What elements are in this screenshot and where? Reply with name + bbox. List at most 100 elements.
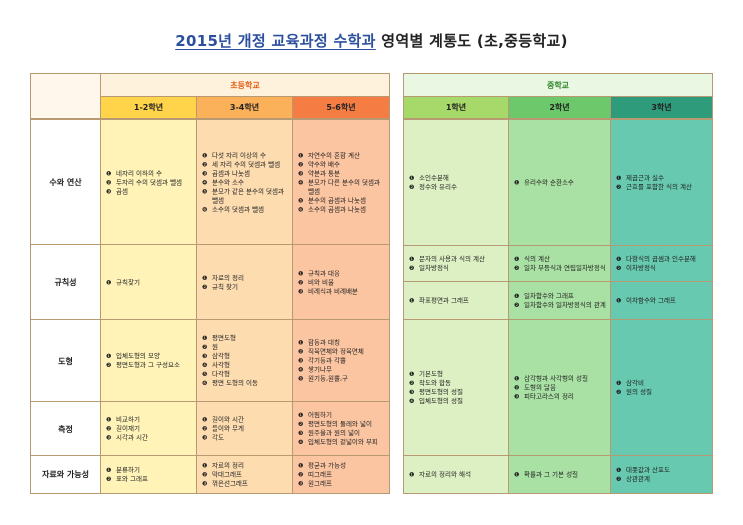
elem-cell-g12: ❶ 분류하기 ❷ 표와 그래프 [100,455,197,494]
mid-cell-pattern_top-m3: ❶ 다항식의 곱셈과 인수분해 ❷ 이차방정식 [610,245,713,282]
item-number: ❶ [514,292,520,300]
list-item: ❸ 시각과 시간 [106,434,194,443]
elem-cell-g34: ❶ 자료의 정리 ❷ 막대그래프 ❸ 꺾은선그래프 [196,455,293,494]
item-text: 제곱근과 실수 [626,173,664,182]
item-text: 띠그래프 [308,470,332,478]
item-text: 확률과 그 기본 성질 [524,470,579,478]
grade-3-4-header: 3-4학년 [196,96,293,119]
list-item: ❸ 약분과 통분 [298,169,387,178]
item-text: 소수의 덧셈과 뺄셈 [212,205,264,213]
mid-cell-pattern_bottom-m1: ❶ 좌표평면과 그래프 [403,281,509,320]
item-number: ❶ [298,462,304,469]
item-text: 소수의 곱셈과 나눗셈 [308,205,366,213]
cell-list: ❶ 문자의 사용과 식의 계산 ❷ 일차방정식 [409,255,506,273]
elem-cell-g56: ❶ 어림하기 ❷ 평면도형의 둘레와 넓이 ❸ 원주율과 원의 넓이 ❹ 입체도형의 겉넓이와… [292,401,390,457]
area-label: 규칙성 [30,244,101,321]
item-text: 도형의 닮음 [524,383,556,391]
item-number: ❶ [616,379,622,387]
item-number: ❸ [202,170,208,177]
cell-list: ❶ 합동과 대칭 ❷ 직육면체와 정육면체 ❸ 각기둥과 각뿔 ❹ 쌓기나무 ❺ 원기둥,원뿔,구 [298,339,387,384]
item-text: 평면도형 [212,334,236,342]
item-text: 일차 부등식과 연립일차방정식 [524,263,606,272]
item-number: ❶ [616,174,622,182]
cell-list: ❶ 비교하기 ❷ 길이재기 ❸ 시각과 시간 [106,416,194,443]
item-text: 비교하기 [116,415,140,424]
item-number: ❶ [409,370,415,378]
item-text: 평면도형의 성질 [419,387,463,396]
elem-cell-g34: ❶ 다섯 자리 이상의 수 ❷ 세 자리 수의 덧셈과 뺄셈 ❸ 곱셈과 나눗셈 ❹ 분수와 … [196,119,293,246]
list-item: ❹ 분수와 소수 [202,178,290,187]
elem-cell-g34: ❶ 길이와 시간 ❷ 들이와 무게 ❸ 각도 [196,401,293,457]
item-text: 네자리 이하의 수 [116,169,162,177]
item-number: ❷ [202,161,208,168]
list-item: ❷ 직육면체와 정육면체 [298,348,387,357]
list-item: ❶ 합동과 대칭 [298,339,387,348]
item-text: 다섯 자리 이상의 수 [212,151,267,159]
list-item: ❷ 근호를 포함한 식의 계산 [616,183,710,192]
item-number: ❶ [409,471,415,478]
cell-list: ❶ 기본도형 ❷ 작도와 합동 ❸ 평면도형의 성질 ❹ 입체도형의 성질 [409,370,506,406]
item-text: 시각과 시간 [116,433,148,442]
cell-list: ❶ 식의 계산 ❷ 일차 부등식과 연립일차방정식 [514,255,608,273]
cell-list: ❶ 소인수분해 ❷ 정수와 유리수 [409,174,506,192]
item-text: 분모가 같은 분수의 덧셈과 뺄셈 [212,187,284,204]
item-text: 세 자리 수의 덧셈과 뺄셈 [212,160,281,168]
item-number: ❶ [616,466,622,474]
item-text: 규칙찾기 [116,278,140,286]
mid-cell-geometry-m1: ❶ 기본도형 ❷ 작도와 합동 ❸ 평면도형의 성질 ❹ 입체도형의 성질 [403,319,509,456]
elem-cell-g12: ❶ 네자리 이하의 수 ❷ 두자리 수의 덧셈과 뺄셈 ❸ 곱셈 [100,119,197,246]
item-text: 자연수의 혼합 계산 [308,151,360,159]
elem-cell-g34: ❶ 자료의 정리 ❷ 규칙 찾기 [196,244,293,321]
list-item: ❶ 소인수분해 [409,174,506,183]
cell-list: ❶ 규칙과 대응 ❷ 비와 비율 ❸ 비례식과 비례배분 [298,269,387,296]
elem-cell-g12: ❶ 입체도형의 모양 ❷ 평면도형과 그 구성요소 [100,319,197,403]
item-number: ❷ [298,279,304,286]
list-item: ❷ 원의 성질 [616,388,710,397]
list-item: ❹ 분모가 다른 분수의 덧셈과 뺄셈 [298,178,387,196]
list-item: ❷ 길이재기 [106,425,194,434]
area-label: 측정 [30,401,101,457]
item-text: 원의 성질 [626,387,652,396]
item-number: ❷ [514,264,520,272]
item-text: 입체도형의 겉넓이와 부피 [308,438,378,446]
item-text: 유리수와 순환소수 [524,178,574,186]
item-text: 길이와 시간 [212,415,244,424]
list-item: ❸ 피타고라스의 정리 [514,392,608,401]
item-number: ❶ [106,353,112,360]
item-number: ❷ [409,183,415,191]
list-item: ❷ 정수와 유리수 [409,183,506,192]
page-title: 2015년 개정 교육과정 수학과 영역별 계통도 (초,중등학교) [0,30,743,51]
item-text: 입체도형의 성질 [419,396,463,405]
item-number: ❹ [298,179,304,186]
item-text: 자료의 정리 [212,461,244,469]
item-text: 평면 도형의 이동 [212,379,258,387]
mid-cell-pattern_top-m1: ❶ 문자의 사용과 식의 계산 ❷ 일차방정식 [403,245,509,282]
list-item: ❷ 일차방정식 [409,264,506,273]
item-text: 들이와 무게 [212,424,244,433]
title-underlined: 2015년 개정 교육과정 수학과 [175,32,376,50]
list-item: ❷ 약수와 배수 [298,160,387,169]
item-text: 원 [212,343,218,351]
area-label: 수와 연산 [30,119,101,246]
cell-list: ❶ 입체도형의 모양 ❷ 평면도형과 그 구성요소 [106,352,194,370]
list-item: ❷ 평면도형과 그 구성요소 [106,361,194,370]
list-item: ❶ 길이와 시간 [202,416,290,425]
list-item: ❷ 띠그래프 [298,470,387,479]
list-item: ❶ 규칙과 대응 [298,269,387,278]
item-number: ❸ [106,434,112,442]
item-number: ❷ [106,362,112,369]
mid-cell-num-m3: ❶ 제곱근과 실수 ❷ 근호를 포함한 식의 계산 [610,119,713,246]
item-number: ❷ [616,388,622,396]
item-number: ❹ [298,366,304,374]
item-number: ❷ [514,384,520,391]
area-label: 자료와 가능성 [30,455,101,494]
item-number: ❻ [202,380,208,387]
mid-cell-data-m3: ❶ 대푯값과 산포도 ❷ 상관관계 [610,455,713,494]
item-number: ❶ [514,255,520,263]
item-number: ❶ [202,335,208,342]
list-item: ❷ 들이와 무게 [202,425,290,434]
elem-cell-g56: ❶ 규칙과 대응 ❷ 비와 비율 ❸ 비례식과 비례배분 [292,244,390,321]
item-text: 삼각형과 사각형의 성질 [524,374,588,382]
list-item: ❶ 자료의 정리 [202,461,290,470]
list-item: ❷ 세 자리 수의 덧셈과 뺄셈 [202,160,290,169]
